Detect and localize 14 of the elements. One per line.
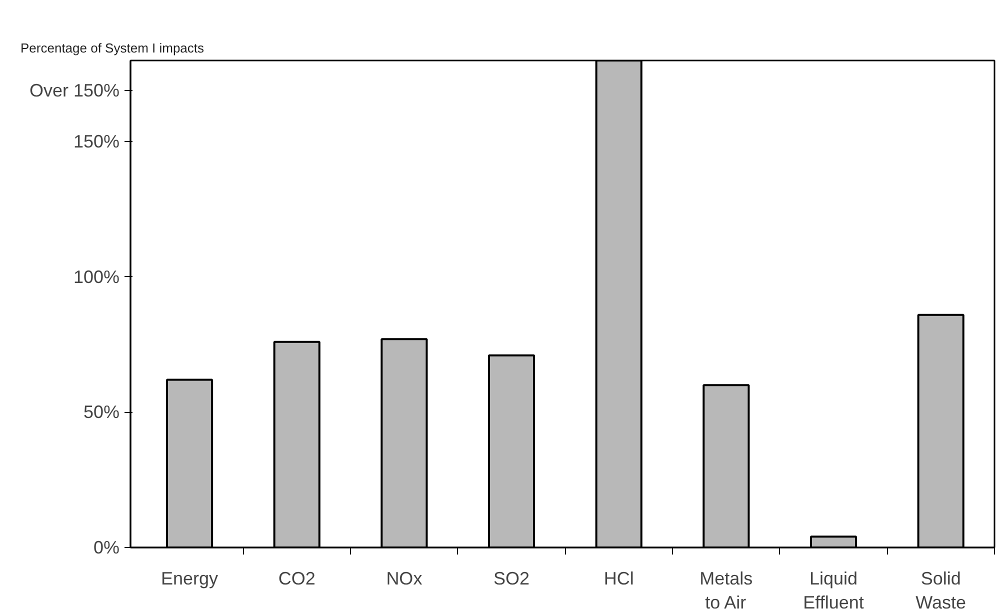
x-tick-label: HCl bbox=[604, 568, 634, 588]
x-tick-label: CO2 bbox=[278, 568, 316, 588]
x-tick-label: Solid Waste bbox=[916, 568, 966, 612]
y-tick-label: 50% bbox=[83, 402, 120, 422]
x-tick-label: Metals to Air bbox=[700, 568, 753, 612]
x-tick-label: NOx bbox=[386, 568, 422, 588]
y-tick-label: Over 150% bbox=[29, 80, 120, 100]
x-tick-label: Liquid Effluent bbox=[803, 568, 864, 612]
chart-title: Percentage of System I impacts bbox=[20, 40, 205, 56]
y-tick-label: 150% bbox=[73, 132, 120, 152]
y-tick-label: 100% bbox=[73, 266, 120, 287]
y-tick-label: 0% bbox=[93, 538, 120, 558]
x-tick-label: SO2 bbox=[494, 568, 530, 588]
x-tick-label: Energy bbox=[161, 568, 218, 588]
